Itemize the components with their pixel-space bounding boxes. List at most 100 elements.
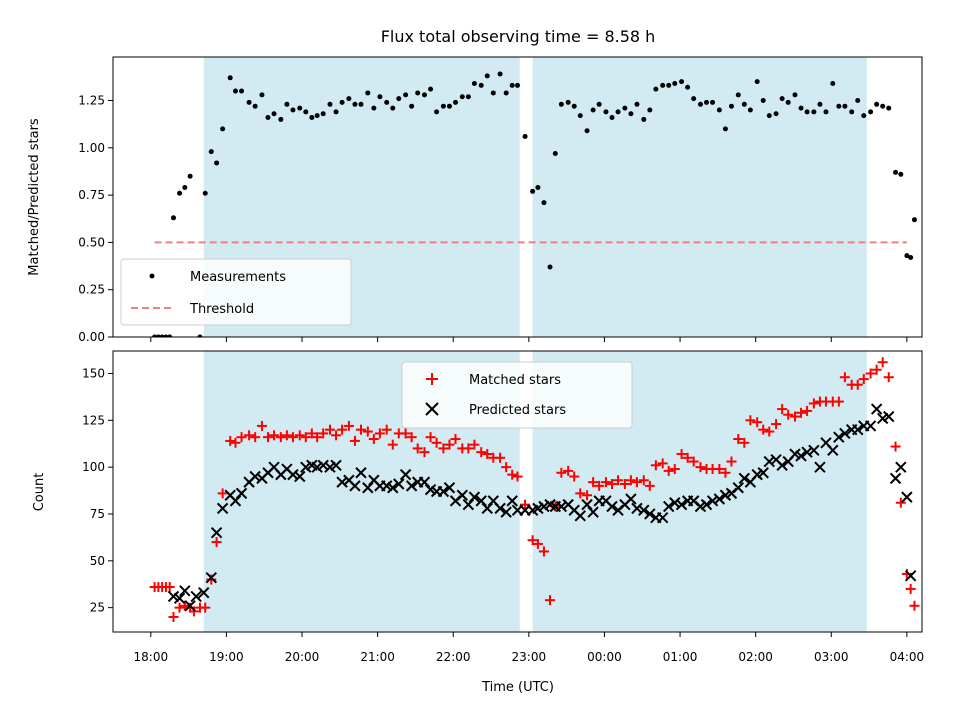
measurement-point — [522, 133, 528, 139]
matched-point — [507, 469, 518, 480]
measurement-point — [246, 99, 252, 105]
measurement-point — [232, 88, 238, 94]
predicted-point — [229, 495, 242, 507]
matched-point — [808, 398, 819, 409]
measurement-point — [577, 113, 583, 119]
predicted-point — [205, 571, 217, 584]
measurement-point — [641, 116, 647, 122]
predicted-point — [393, 478, 405, 490]
measurement-point — [503, 90, 509, 96]
measurement-point — [459, 94, 465, 100]
matched-point — [631, 477, 642, 488]
matched-point — [337, 424, 348, 435]
predicted-point — [362, 482, 374, 494]
matched-point — [306, 428, 317, 439]
measurement-point — [309, 115, 315, 121]
predicted-point — [904, 570, 917, 582]
matched-point — [400, 428, 411, 439]
measurement-point — [660, 82, 666, 88]
measurement-point — [490, 90, 496, 96]
measurement-point — [346, 96, 352, 102]
measurement-point — [836, 103, 842, 109]
matched-point — [877, 357, 888, 368]
y-tick-label: 125 — [82, 413, 105, 427]
measurement-point — [208, 149, 214, 155]
measurement-point — [155, 334, 161, 337]
measurement-point — [868, 109, 874, 115]
measurement-point — [798, 105, 804, 111]
y-tick-label: 1.00 — [78, 141, 105, 155]
measurement-point — [182, 185, 188, 191]
matched-point — [381, 424, 392, 435]
matched-point — [476, 447, 487, 458]
matched-point — [789, 411, 800, 422]
matched-point — [269, 430, 280, 441]
predicted-point — [889, 472, 902, 485]
measurement-point — [484, 73, 490, 79]
matched-point — [852, 379, 863, 390]
measurement-point — [704, 99, 710, 105]
matched-point — [865, 368, 876, 379]
measurement-point — [478, 82, 484, 88]
predicted-point — [901, 491, 913, 503]
measurement-point — [177, 190, 183, 196]
matched-point — [607, 479, 618, 490]
measurement-point — [571, 103, 577, 109]
measurement-point — [666, 82, 672, 88]
matched-point — [714, 464, 725, 475]
measurement-point — [779, 96, 785, 102]
measurement-point — [271, 111, 277, 117]
predicted-point — [706, 495, 719, 507]
measurement-point — [515, 82, 520, 88]
matched-point — [412, 443, 423, 454]
matched-point — [300, 432, 311, 443]
measurement-point — [679, 79, 685, 85]
predicted-point — [638, 504, 650, 516]
x-axis-label: Time (UTC) — [481, 680, 554, 695]
bottom-plot-area — [149, 357, 920, 623]
measurement-point — [396, 96, 402, 102]
matched-point — [425, 432, 436, 443]
matched-point — [469, 439, 480, 450]
matched-point — [406, 432, 417, 443]
predicted-point — [494, 502, 506, 515]
legend-predicted-marker — [425, 402, 439, 416]
measurement-point — [314, 113, 320, 119]
measurement-point — [541, 200, 547, 206]
y-tick-label: 25 — [90, 601, 105, 615]
measurement-point — [830, 80, 836, 86]
measurement-point — [371, 105, 377, 111]
matched-point — [444, 439, 455, 450]
matched-point — [777, 404, 788, 415]
chart-title: Flux total observing time = 8.58 h — [381, 27, 656, 46]
measurement-point — [804, 109, 810, 115]
predicted-point — [330, 459, 342, 471]
y-tick-label: 0.25 — [78, 283, 105, 297]
measurement-point — [303, 109, 309, 115]
x-tick-label: 00:00 — [587, 650, 622, 664]
matched-point — [275, 432, 286, 443]
x-tick-label: 01:00 — [663, 650, 698, 664]
measurement-point — [590, 107, 596, 113]
predicted-point — [656, 512, 669, 524]
measurement-point — [904, 253, 910, 259]
matched-point — [431, 437, 442, 448]
matched-point — [594, 480, 605, 491]
matched-point — [188, 606, 199, 617]
y-tick-label: 50 — [90, 554, 105, 568]
predicted-point — [443, 482, 456, 494]
matched-point — [569, 471, 580, 482]
predicted-point — [663, 500, 675, 513]
matched-point — [501, 462, 512, 473]
measurement-point — [735, 92, 741, 98]
legend-predicted-label: Predicted stars — [469, 403, 566, 418]
bottom-axes-frame — [112, 350, 923, 633]
matched-point — [582, 490, 593, 501]
matched-point — [164, 582, 175, 593]
measurement-point — [811, 109, 817, 115]
matched-point — [739, 437, 750, 448]
measurement-point — [685, 84, 691, 90]
predicted-point — [235, 487, 248, 500]
matched-point — [532, 538, 543, 549]
predicted-point — [184, 600, 196, 612]
